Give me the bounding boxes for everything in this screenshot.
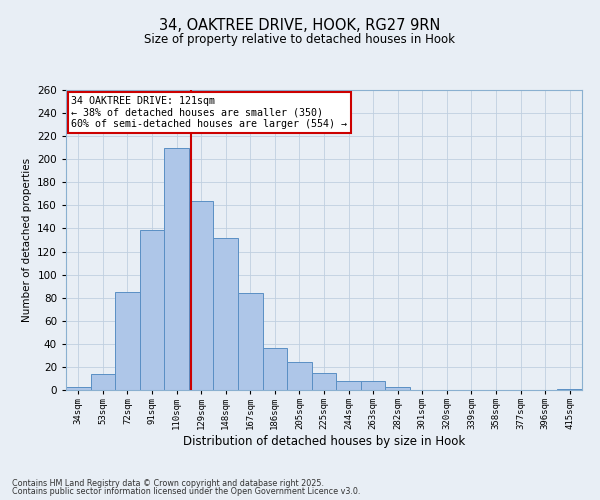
Text: Contains HM Land Registry data © Crown copyright and database right 2025.: Contains HM Land Registry data © Crown c… — [12, 478, 324, 488]
Bar — [336, 381, 361, 390]
Bar — [214, 238, 238, 390]
Bar — [238, 293, 263, 390]
Bar — [361, 381, 385, 390]
Bar — [263, 348, 287, 390]
Bar — [385, 386, 410, 390]
Text: Size of property relative to detached houses in Hook: Size of property relative to detached ho… — [145, 32, 455, 46]
Bar — [164, 148, 189, 390]
Bar — [557, 389, 582, 390]
Text: 34 OAKTREE DRIVE: 121sqm
← 38% of detached houses are smaller (350)
60% of semi-: 34 OAKTREE DRIVE: 121sqm ← 38% of detach… — [71, 96, 347, 129]
Text: Contains public sector information licensed under the Open Government Licence v3: Contains public sector information licen… — [12, 487, 361, 496]
Bar — [189, 201, 214, 390]
Bar — [115, 292, 140, 390]
Y-axis label: Number of detached properties: Number of detached properties — [22, 158, 32, 322]
Bar — [287, 362, 312, 390]
Bar — [312, 372, 336, 390]
Bar — [140, 230, 164, 390]
Bar — [91, 374, 115, 390]
Bar — [66, 386, 91, 390]
Text: 34, OAKTREE DRIVE, HOOK, RG27 9RN: 34, OAKTREE DRIVE, HOOK, RG27 9RN — [160, 18, 440, 32]
X-axis label: Distribution of detached houses by size in Hook: Distribution of detached houses by size … — [183, 434, 465, 448]
